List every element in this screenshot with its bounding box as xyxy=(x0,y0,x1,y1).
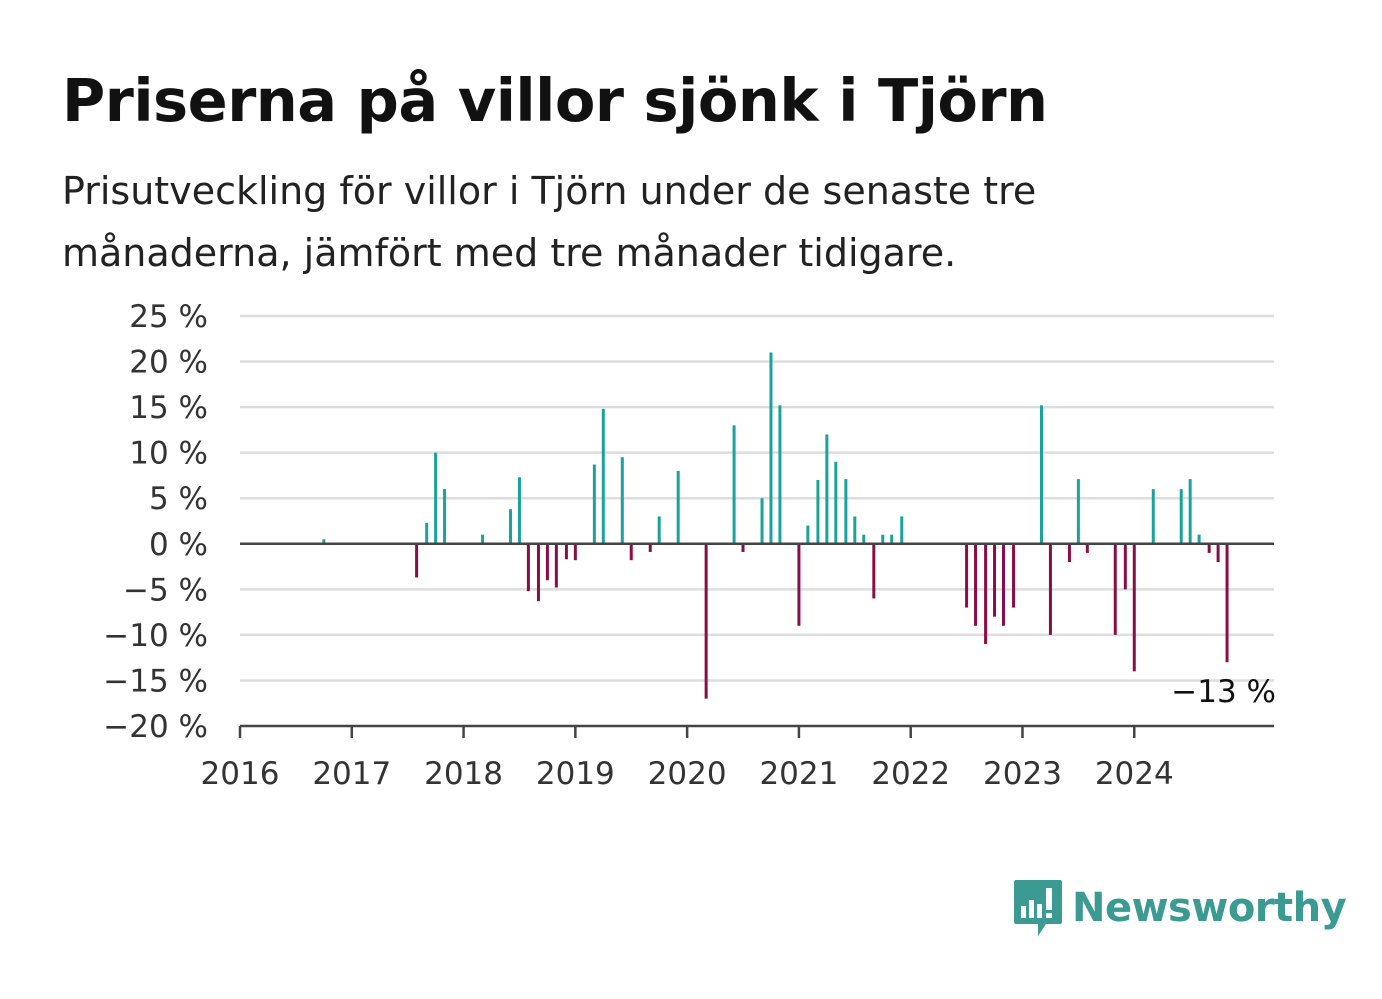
bar-positive xyxy=(732,425,736,544)
bar-negative xyxy=(536,543,540,602)
bar-negative xyxy=(1012,543,1016,608)
y-tick-label: 0 % xyxy=(149,527,208,563)
axes xyxy=(238,542,1274,738)
bar-negative xyxy=(573,543,577,561)
gridlines xyxy=(240,314,1274,682)
newsworthy-logo: Newsworthy xyxy=(1012,878,1347,938)
bar-positive xyxy=(769,352,773,544)
bar-negative xyxy=(1216,543,1220,562)
bar-positive xyxy=(601,408,605,544)
bar-positive xyxy=(853,516,857,544)
x-tick-label: 2020 xyxy=(648,756,727,792)
bar-negative xyxy=(1048,543,1052,635)
bar-positive xyxy=(620,457,624,544)
y-tick-label: −20 % xyxy=(103,709,208,745)
x-tick-label: 2016 xyxy=(201,756,280,792)
bar-negative xyxy=(526,543,530,592)
bar-positive xyxy=(1179,489,1183,544)
bar-positive xyxy=(816,480,820,544)
bar-positive xyxy=(481,534,485,544)
y-tick-label: 20 % xyxy=(129,345,208,381)
bar-negative xyxy=(993,543,997,617)
bar-positive xyxy=(862,534,866,544)
y-tick-label: −15 % xyxy=(103,663,208,699)
bar-positive xyxy=(676,470,680,544)
x-tick-label: 2023 xyxy=(983,756,1062,792)
bar-negative xyxy=(984,543,988,644)
y-tick-label: 25 % xyxy=(129,299,208,335)
bar-positive xyxy=(1197,534,1201,544)
bar-positive xyxy=(806,525,810,544)
bar-negative xyxy=(1225,543,1229,663)
bar-positive xyxy=(1151,489,1155,544)
bar-negative xyxy=(1207,543,1211,553)
bar-negative xyxy=(1085,543,1089,553)
bar-negative xyxy=(1113,543,1117,635)
y-tick-label: 15 % xyxy=(129,390,208,426)
x-tick-label: 2018 xyxy=(424,756,503,792)
bar-negative xyxy=(648,543,652,552)
bar-negative xyxy=(415,543,419,578)
bar-negative xyxy=(564,543,568,560)
bar-negative xyxy=(1123,543,1127,590)
y-tick-label: −10 % xyxy=(103,618,208,654)
bar-negative xyxy=(554,543,558,588)
bar-positive xyxy=(760,498,764,544)
bar-negative xyxy=(797,543,801,626)
bar-positive xyxy=(778,405,782,544)
bar-positive xyxy=(322,539,326,544)
bar-positive xyxy=(509,509,513,544)
bar-positive xyxy=(844,479,848,544)
bar-positive xyxy=(1076,479,1080,544)
bar-negative xyxy=(872,543,876,599)
tick-labels: 25 % 20 % 15 % 10 % 5 % 0 % −5 % −10 % −15 % −20 … xyxy=(103,299,1276,792)
bar-negative xyxy=(1067,543,1071,562)
bar-negative xyxy=(545,543,549,581)
bar-negative xyxy=(1001,543,1005,626)
chart-title: Priserna på villor sjönk i Tjörn xyxy=(62,66,1048,135)
bar-chart-speech-bubble-icon xyxy=(1014,880,1062,936)
bar-positive xyxy=(825,434,829,544)
bar-positive xyxy=(900,516,904,544)
bar-positive xyxy=(434,452,438,544)
x-tick-label: 2024 xyxy=(1095,756,1174,792)
bar-negative xyxy=(741,543,745,552)
x-tick-label: 2019 xyxy=(536,756,615,792)
bars xyxy=(322,352,1229,699)
y-tick-label: −5 % xyxy=(123,572,208,608)
chart-subtitle: Prisutveckling för villor i Tjörn under … xyxy=(62,169,1037,275)
bar-positive xyxy=(517,477,521,544)
last-value-annotation: −13 % xyxy=(1171,674,1276,710)
bar-negative xyxy=(704,543,708,699)
bar-positive xyxy=(657,516,661,544)
bar-negative xyxy=(965,543,969,608)
x-tick-label: 2022 xyxy=(871,756,950,792)
bar-positive xyxy=(443,489,447,544)
bar-positive xyxy=(1188,479,1192,544)
bar-negative xyxy=(1132,543,1136,672)
x-tick-label: 2021 xyxy=(759,756,838,792)
bar-negative xyxy=(974,543,978,626)
y-tick-label: 10 % xyxy=(129,436,208,472)
bar-positive xyxy=(425,522,429,544)
bar-positive xyxy=(881,534,885,544)
x-tick-label: 2017 xyxy=(312,756,391,792)
bar-positive xyxy=(890,534,894,544)
bar-positive xyxy=(834,461,838,544)
y-tick-label: 5 % xyxy=(149,481,208,517)
bar-positive xyxy=(592,464,596,544)
brand-name: Newsworthy xyxy=(1072,885,1347,931)
bar-positive xyxy=(1039,405,1043,544)
bar-negative xyxy=(629,543,633,561)
